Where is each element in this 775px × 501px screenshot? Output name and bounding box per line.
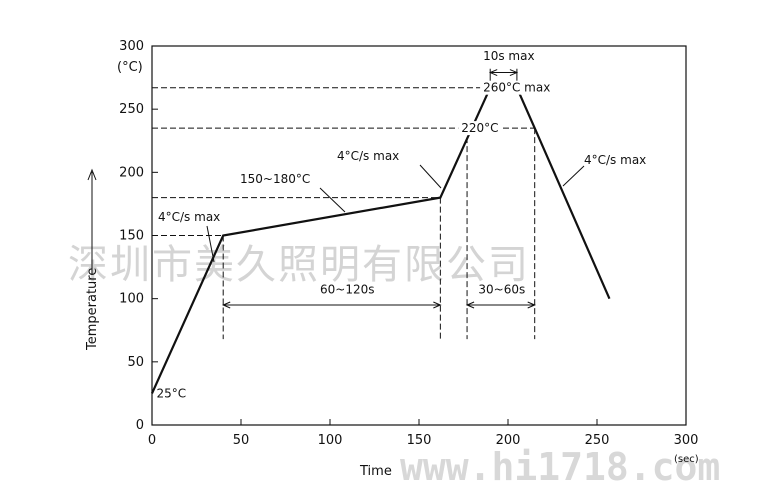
y-axis-arrow-icon <box>87 168 97 275</box>
label-peak-temp: 260°C max <box>483 81 550 95</box>
dim-peak-time-right-arrow-icon <box>509 69 519 76</box>
label-peak-time: 10s max <box>483 49 534 63</box>
leader-preheat-rate <box>419 164 442 189</box>
watermark-site: www.hi1718.com <box>400 445 720 489</box>
dim-reflow-time-right-arrow-icon <box>527 301 536 309</box>
series-line-profile <box>150 86 611 394</box>
label-preheat-time: 60~120s <box>320 283 374 297</box>
label-reflow-time: 30~60s <box>478 283 525 297</box>
y-axis-unit: (°C) <box>117 60 143 75</box>
x-tick-label: 250 <box>585 433 610 448</box>
y-tick-label: 300 <box>119 39 144 54</box>
label-start-temp: 25°C <box>156 386 186 400</box>
label-ramp-up-rate: 4°C/s max <box>158 210 220 224</box>
label-preheat-time-bg <box>317 282 375 297</box>
dim-preheat-time-right-arrow-icon <box>433 301 442 309</box>
label-preheat-temp: 150~180°C <box>240 172 310 186</box>
watermark-company: 深圳市美久照明有限公司 <box>68 242 530 288</box>
label-cool-rate: 4°C/s max <box>584 153 646 167</box>
leader-preheat-temp <box>319 187 346 213</box>
label-preheat-rate: 4°C/s max <box>337 149 399 163</box>
leader-ramp-up-rate <box>206 225 215 263</box>
y-axis-title: Temperature <box>85 268 100 351</box>
label-peak-time-bg <box>480 48 538 63</box>
x-tick-label: 150 <box>407 433 432 448</box>
plot-frame <box>151 45 687 426</box>
y-tick-label: 100 <box>119 292 144 307</box>
label-reflow-temp-bg <box>458 121 501 136</box>
label-reflow-temp: 220°C <box>461 121 498 135</box>
y-tick-label: 250 <box>119 102 144 117</box>
dim-preheat-time-left-arrow-icon <box>221 301 231 309</box>
y-tick-label: 0 <box>136 418 144 433</box>
y-tick-label: 200 <box>119 165 144 180</box>
label-reflow-time-bg <box>475 282 526 297</box>
y-tick-label: 150 <box>119 229 144 244</box>
x-tick-label: 100 <box>318 433 343 448</box>
x-tick-label: 50 <box>233 433 250 448</box>
x-tick-label: 200 <box>496 433 521 448</box>
leader-cool-rate <box>562 165 585 187</box>
label-peak-temp-bg <box>480 80 552 95</box>
x-axis-title: Time <box>359 464 392 479</box>
y-tick-label: 50 <box>127 355 144 370</box>
x-axis-unit: (sec) <box>674 454 699 465</box>
x-tick-label: 0 <box>148 433 156 448</box>
dim-peak-time-left-arrow-icon <box>488 69 498 76</box>
x-tick-label: 300 <box>674 433 699 448</box>
dim-reflow-time-left-arrow-icon <box>465 301 475 309</box>
